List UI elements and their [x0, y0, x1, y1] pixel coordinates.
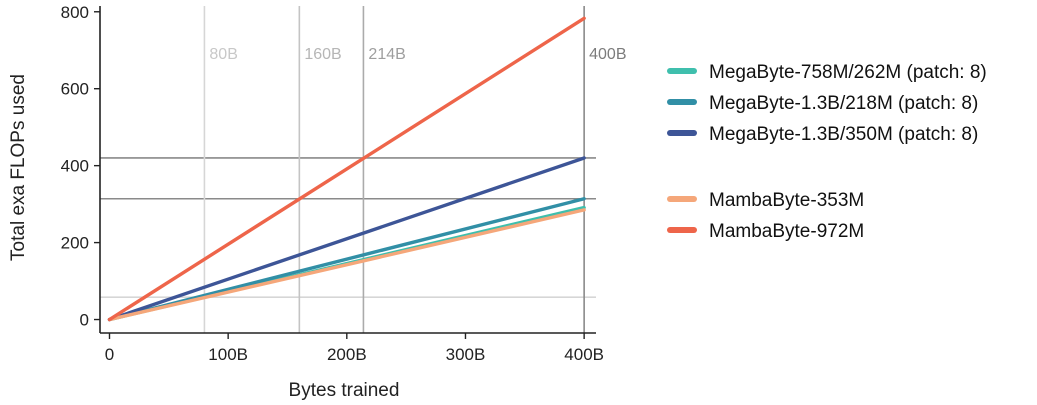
reference-vline-label-400b: 400B: [589, 46, 626, 63]
y-tick-label: 600: [61, 80, 89, 99]
reference-vline-label-160b: 160B: [304, 46, 341, 63]
axes: 0 200 400 600 800 0 100B 200B 300B 400B Bytes tr…: [8, 3, 604, 401]
x-tick-label: 400B: [564, 345, 604, 364]
series-line-mambabyte-353m: [107, 208, 586, 322]
reference-lines: 80B 160B 214B 400B: [100, 6, 627, 333]
x-ticks: 0 100B 200B 300B 400B: [105, 333, 604, 364]
reference-vline-label-80b: 80B: [209, 46, 237, 63]
y-tick-label: 800: [61, 3, 89, 22]
x-axis-label: Bytes trained: [289, 380, 400, 401]
x-tick-label: 100B: [208, 345, 248, 364]
legend-label-mambabyte-353m: MambaByte-353M: [709, 190, 864, 211]
y-tick-label: 400: [61, 157, 89, 176]
series-lines: [107, 16, 586, 322]
x-tick-label: 0: [105, 345, 114, 364]
legend-label-mambabyte-972m: MambaByte-972M: [709, 221, 864, 242]
series-line-mambabyte-972m: [107, 16, 586, 322]
legend-label-megabyte-1-3b-218m-patch-8: MegaByte-1.3B/218M (patch: 8): [709, 93, 978, 114]
y-tick-label: 0: [80, 311, 89, 330]
legend-label-megabyte-1-3b-350m-patch-8: MegaByte-1.3B/350M (patch: 8): [709, 124, 978, 145]
x-tick-label: 200B: [327, 345, 367, 364]
series-line-megabyte-1-3b-218m-patch-8: [107, 197, 586, 322]
legend: MegaByte-758M/262M (patch: 8) MegaByte-1.…: [667, 62, 987, 242]
y-axis-label: Total exa FLOPs used: [8, 74, 29, 261]
y-ticks: 0 200 400 600 800: [61, 3, 100, 330]
x-tick-label: 300B: [446, 345, 486, 364]
reference-vline-label-214b: 214B: [368, 46, 405, 63]
legend-label-megabyte-758m-262m-patch-8: MegaByte-758M/262M (patch: 8): [709, 62, 987, 83]
series-line-megabyte-1-3b-350m-patch-8: [107, 156, 586, 322]
y-tick-label: 200: [61, 234, 89, 253]
